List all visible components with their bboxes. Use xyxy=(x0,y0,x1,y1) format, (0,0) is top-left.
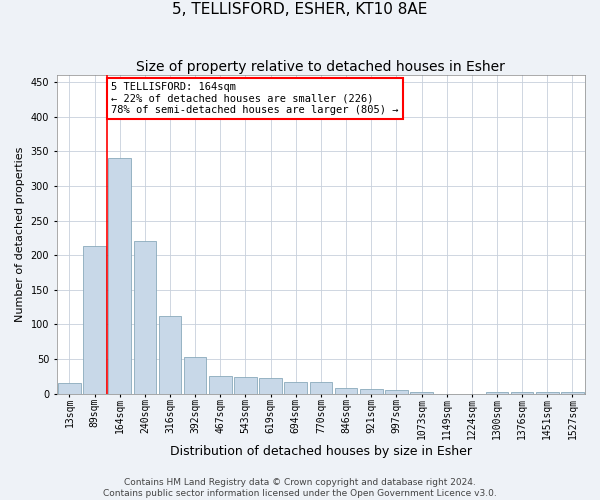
Bar xyxy=(109,158,131,394)
Bar xyxy=(561,392,584,394)
Bar xyxy=(385,390,407,394)
Bar xyxy=(410,392,433,394)
Bar xyxy=(284,382,307,394)
Bar xyxy=(234,377,257,394)
Text: Contains HM Land Registry data © Crown copyright and database right 2024.
Contai: Contains HM Land Registry data © Crown c… xyxy=(103,478,497,498)
Bar xyxy=(209,376,232,394)
X-axis label: Distribution of detached houses by size in Esher: Distribution of detached houses by size … xyxy=(170,444,472,458)
Title: Size of property relative to detached houses in Esher: Size of property relative to detached ho… xyxy=(136,60,505,74)
Bar xyxy=(158,316,181,394)
Bar xyxy=(134,242,156,394)
Bar xyxy=(335,388,358,394)
Text: 5 TELLISFORD: 164sqm
← 22% of detached houses are smaller (226)
78% of semi-deta: 5 TELLISFORD: 164sqm ← 22% of detached h… xyxy=(111,82,398,116)
Bar xyxy=(184,357,206,394)
Bar xyxy=(310,382,332,394)
Y-axis label: Number of detached properties: Number of detached properties xyxy=(15,146,25,322)
Bar xyxy=(58,384,81,394)
Bar xyxy=(536,392,559,394)
Text: 5, TELLISFORD, ESHER, KT10 8AE: 5, TELLISFORD, ESHER, KT10 8AE xyxy=(172,2,428,18)
Bar xyxy=(259,378,282,394)
Bar xyxy=(360,390,383,394)
Bar xyxy=(83,246,106,394)
Bar xyxy=(485,392,508,394)
Bar xyxy=(511,392,533,394)
